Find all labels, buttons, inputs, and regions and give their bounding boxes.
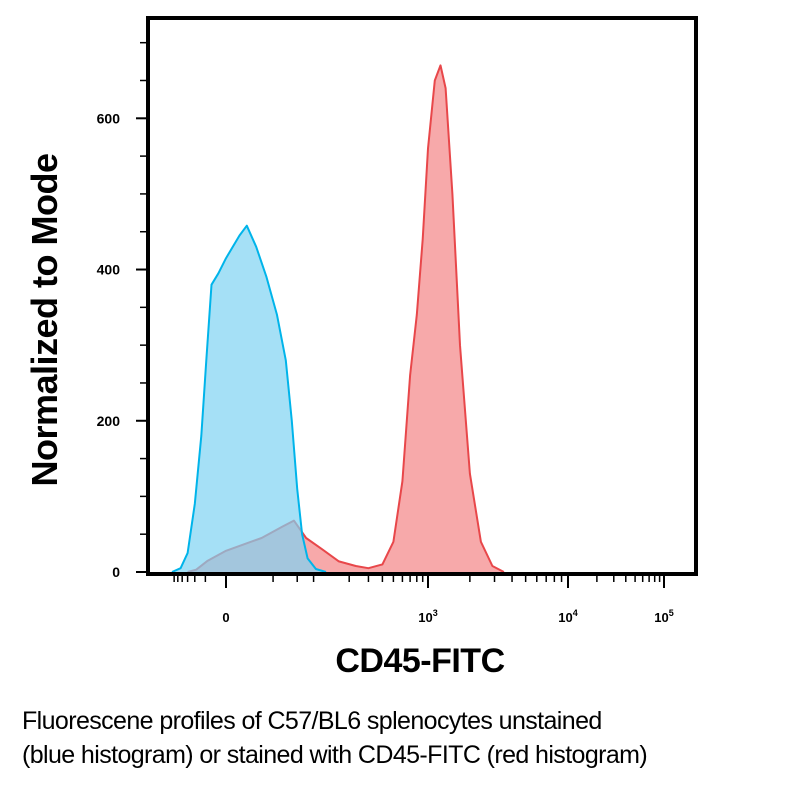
histogram-fill-cd45-fitc (187, 65, 504, 573)
y-tick-label: 200 (97, 413, 121, 429)
y-tick-label: 600 (97, 110, 121, 126)
y-axis-title: Normalized to Mode (24, 153, 65, 487)
y-tick-label: 0 (112, 564, 120, 580)
x-tick-label: 104 (558, 608, 577, 625)
x-axis-title: CD45-FITC (335, 642, 505, 680)
x-tick-label: 105 (654, 608, 673, 625)
histogram-fill-unstained (172, 225, 326, 572)
y-axis: 0 200 400 600 (97, 41, 150, 580)
histogram-chart: 0 200 400 600 0 103 104 105 (97, 16, 698, 625)
x-tick-label: 103 (418, 608, 437, 625)
y-tick-label: 400 (97, 262, 121, 278)
figure-caption: Fluorescene profiles of C57/BL6 splenocy… (22, 704, 792, 772)
caption-line-2: (blue histogram) or stained with CD45-FI… (22, 741, 648, 769)
x-axis: 0 103 104 105 (173, 572, 674, 625)
histogram-areas (171, 64, 505, 573)
caption-line-1: Fluorescene profiles of C57/BL6 splenocy… (22, 707, 602, 735)
histogram-line-unstained (171, 224, 327, 573)
x-tick-label: 0 (222, 610, 229, 625)
